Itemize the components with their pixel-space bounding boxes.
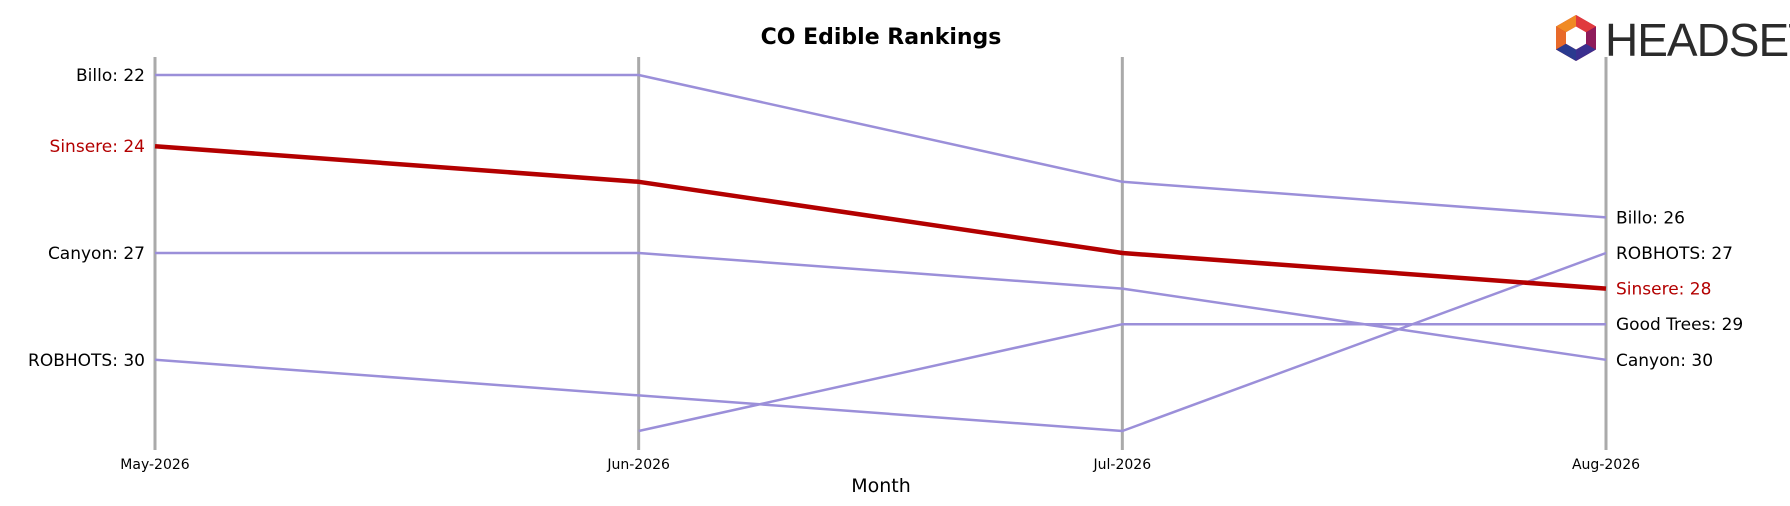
headset-logo: HEADSET [1556, 14, 1790, 66]
left-label-robhots: ROBHOTS: 30 [28, 351, 145, 371]
right-label-sinsere: Sinsere: 28 [1616, 280, 1711, 300]
headset-hexagon-logo-icon [1556, 15, 1596, 61]
x-tick-labels: May-2026 Jun-2026 Jul-2026 Aug-2026 [120, 457, 1640, 473]
right-label-good-trees: Good Trees: 29 [1616, 315, 1743, 335]
series-line-good-trees [638, 322, 1606, 433]
right-label-robhots: ROBHOTS: 27 [1616, 244, 1733, 264]
x-tick-jul-2026: Jul-2026 [1093, 457, 1152, 473]
x-tick-jun-2026: Jun-2026 [606, 457, 670, 473]
series-line-canyon [155, 251, 1607, 362]
series-line-sinsere [154, 143, 1607, 291]
right-label-billo: Billo: 26 [1616, 208, 1685, 228]
series-line-billo [155, 73, 1607, 219]
logo-text: HEADSET [1605, 14, 1790, 66]
right-label-canyon: Canyon: 30 [1616, 351, 1713, 371]
x-tick-may-2026: May-2026 [120, 457, 189, 473]
left-label-canyon: Canyon: 27 [48, 244, 145, 264]
x-tick-aug-2026: Aug-2026 [1572, 457, 1640, 473]
left-label-billo: Billo: 22 [76, 66, 145, 86]
series-end-labels: Billo: 22 Billo: 26 Canyon: 27 Canyon: 30 RO… [28, 66, 1743, 371]
series-lines [154, 73, 1607, 433]
x-axis-label: Month [851, 475, 911, 497]
left-label-sinsere: Sinsere: 24 [50, 137, 145, 157]
series-line-robhots [154, 251, 1607, 433]
chart-title: CO Edible Rankings [761, 25, 1002, 50]
